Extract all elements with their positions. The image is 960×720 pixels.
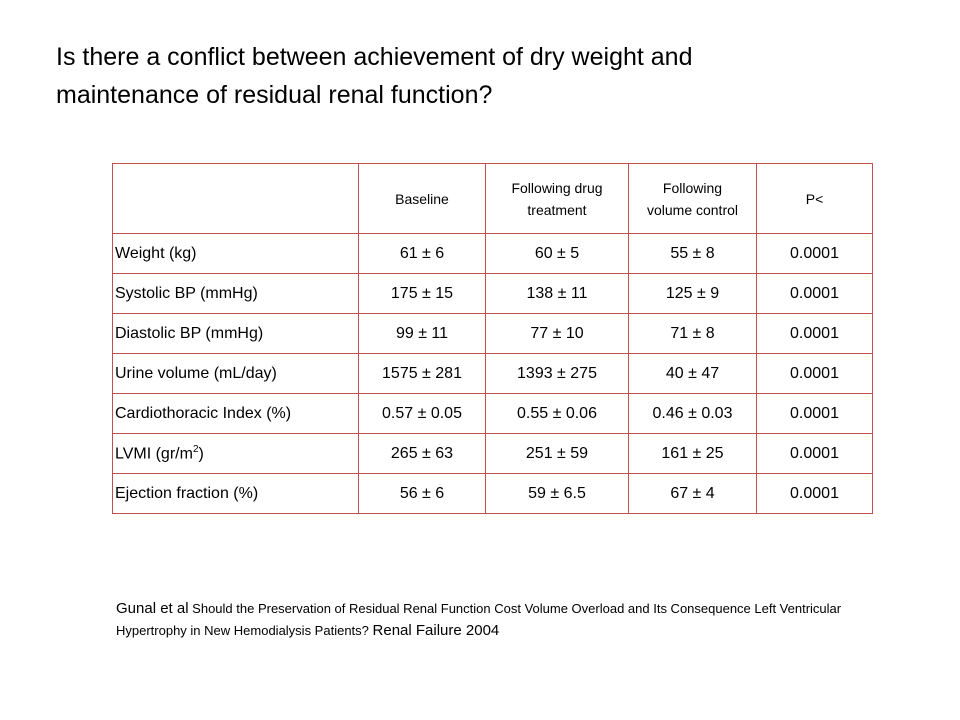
row-label-tail: ) [198,445,204,463]
cell-p: 0.0001 [756,273,873,314]
cell-drug: 60 ± 5 [485,233,629,274]
cell-baseline: 265 ± 63 [358,433,486,474]
row-label: Weight (kg) [112,233,359,274]
cell-drug: 251 ± 59 [485,433,629,474]
table-row: Cardiothoracic Index (%) 0.57 ± 0.05 0.55 … [112,393,873,434]
citation-authors: Gunal et al [116,600,189,617]
row-label-text: Urine volume (mL/day) [115,364,277,382]
row-label-text: Cardiothoracic Index (%) [115,404,292,422]
citation-journal: Renal Failure 2004 [372,622,500,639]
column-header [112,163,359,234]
column-header: Following volume control [628,163,757,234]
row-label: Ejection fraction (%) [112,473,359,514]
cell-drug: 77 ± 10 [485,313,629,354]
column-header-line: Following [662,179,723,196]
column-header-line: Following drug [511,179,603,196]
cell-volume: 67 ± 4 [628,473,757,514]
cell-volume: 71 ± 8 [628,313,757,354]
column-header-line: treatment [527,201,587,218]
results-table: Baseline Following drug treatment Following… [112,163,873,514]
cell-drug: 0.55 ± 0.06 [485,393,629,434]
cell-volume: 0.46 ± 0.03 [628,393,757,434]
cell-baseline: 0.57 ± 0.05 [358,393,486,434]
row-label: LVMI (gr/m2) [112,433,359,474]
row-label-text: Ejection fraction (%) [115,484,259,502]
citation-title: Should the Preservation of Residual Rena… [116,601,842,638]
cell-baseline: 1575 ± 281 [358,353,486,394]
column-header-line: volume control [646,201,739,218]
cell-drug: 1393 ± 275 [485,353,629,394]
row-label: Systolic BP (mmHg) [112,273,359,314]
citation: Gunal et al Should the Preservation of R… [116,598,876,642]
table-row: Ejection fraction (%) 56 ± 6 59 ± 6.5 67 ± … [112,473,873,514]
cell-baseline: 99 ± 11 [358,313,486,354]
column-header: Following drug treatment [485,163,629,234]
cell-baseline: 61 ± 6 [358,233,486,274]
cell-volume: 125 ± 9 [628,273,757,314]
cell-p: 0.0001 [756,233,873,274]
cell-volume: 161 ± 25 [628,433,757,474]
column-header: Baseline [358,163,486,234]
cell-p: 0.0001 [756,313,873,354]
table-header-row: Baseline Following drug treatment Following… [112,163,873,234]
row-label-text: Weight (kg) [115,244,197,262]
cell-drug: 138 ± 11 [485,273,629,314]
slide-title: Is there a conflict between achievement … [56,38,916,114]
title-line-2: maintenance of residual renal function? [56,81,493,109]
cell-volume: 55 ± 8 [628,233,757,274]
cell-volume: 40 ± 47 [628,353,757,394]
row-label-text: Systolic BP (mmHg) [115,284,258,302]
column-header-line: Baseline [395,190,449,207]
cell-p: 0.0001 [756,433,873,474]
cell-p: 0.0001 [756,393,873,434]
table-row: Weight (kg) 61 ± 6 60 ± 5 55 ± 8 0.0001 [112,233,873,274]
column-header: P< [756,163,873,234]
row-label-text: LVMI (gr/m [115,445,193,463]
table-body: Weight (kg) 61 ± 6 60 ± 5 55 ± 8 0.0001 Systo… [112,233,873,514]
column-header-line: P< [805,190,824,207]
row-label-text: Diastolic BP (mmHg) [115,324,264,342]
title-line-1: Is there a conflict between achievement … [56,43,693,71]
row-label: Diastolic BP (mmHg) [112,313,359,354]
table-row: LVMI (gr/m2) 265 ± 63 251 ± 59 161 ± 25 0.00… [112,433,873,474]
row-label: Cardiothoracic Index (%) [112,393,359,434]
cell-drug: 59 ± 6.5 [485,473,629,514]
table-row: Systolic BP (mmHg) 175 ± 15 138 ± 11 125 ± … [112,273,873,314]
cell-p: 0.0001 [756,353,873,394]
cell-p: 0.0001 [756,473,873,514]
cell-baseline: 175 ± 15 [358,273,486,314]
cell-baseline: 56 ± 6 [358,473,486,514]
table-row: Urine volume (mL/day) 1575 ± 281 1393 ± 27… [112,353,873,394]
row-label: Urine volume (mL/day) [112,353,359,394]
row-label-superscript: 2 [192,443,199,455]
